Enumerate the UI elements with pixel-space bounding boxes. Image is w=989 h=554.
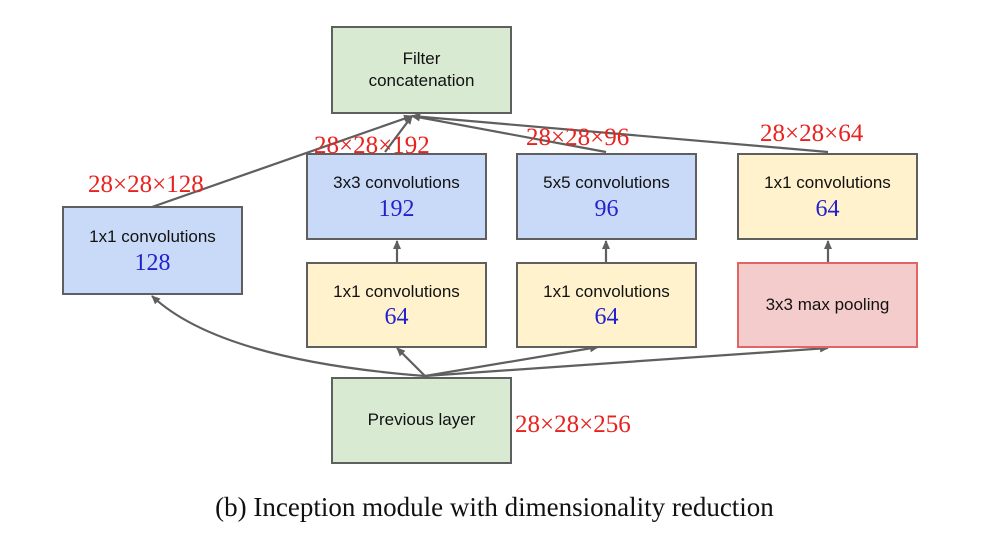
pool-projection-label: 1x1 convolutions <box>764 173 891 193</box>
dimension-label-branch1: 28×28×128 <box>88 171 204 198</box>
conv3x3-value: 192 <box>378 195 415 222</box>
conv5x5-reduce-node: 1x1 convolutions 64 <box>516 262 697 348</box>
previous-layer-node: Previous layer <box>331 377 512 464</box>
conv5x5-reduce-value: 64 <box>594 304 619 331</box>
pool-projection-node: 1x1 convolutions 64 <box>737 153 918 240</box>
conv5x5-value: 96 <box>594 195 619 222</box>
max-pooling-node: 3x3 max pooling <box>737 262 918 348</box>
dimension-label-branch4: 28×28×64 <box>760 120 864 147</box>
pool-projection-value: 64 <box>815 195 840 222</box>
conv5x5-reduce-label: 1x1 convolutions <box>543 281 670 301</box>
previous-layer-label: Previous layer <box>367 410 476 430</box>
arrow-input-to-1x1-branch <box>151 295 426 378</box>
conv3x3-reduce-label: 1x1 convolutions <box>333 281 460 301</box>
dimension-label-branch3: 28×28×96 <box>526 124 630 151</box>
dimension-label-input: 28×28×256 <box>515 411 631 438</box>
conv3x3-label: 3x3 convolutions <box>333 173 460 193</box>
arrow-1x1-branch-to-concat <box>151 114 413 209</box>
figure-caption: (b) Inception module with dimensionality… <box>215 492 774 522</box>
arrow-poolproj-to-concat <box>411 112 829 154</box>
arrow-input-to-maxpool <box>424 344 829 378</box>
conv1x1-direct-label: 1x1 convolutions <box>89 227 216 247</box>
conv5x5-label: 5x5 convolutions <box>543 173 670 193</box>
conv5x5-node: 5x5 convolutions 96 <box>516 153 697 240</box>
conv3x3-reduce-node: 1x1 convolutions 64 <box>306 262 487 348</box>
filter-concatenation-label-line2: concatenation <box>368 71 475 90</box>
arrow-input-to-3x3-reduce <box>396 347 426 377</box>
filter-concatenation-label-line1: Filter <box>402 48 441 68</box>
arrow-5x5-to-concat <box>411 113 607 154</box>
dimension-label-branch2: 28×28×192 <box>314 132 430 159</box>
conv1x1-direct-value: 128 <box>134 249 171 276</box>
conv3x3-reduce-value: 64 <box>384 304 409 331</box>
filter-concatenation-node: Filter concatenation <box>331 26 512 114</box>
arrow-3x3-to-concat <box>384 115 413 153</box>
conv1x1-direct-node: 1x1 convolutions 128 <box>62 206 243 295</box>
max-pooling-label: 3x3 max pooling <box>765 294 890 314</box>
arrow-input-to-5x5-reduce <box>424 344 599 378</box>
conv3x3-node: 3x3 convolutions 192 <box>306 153 487 240</box>
